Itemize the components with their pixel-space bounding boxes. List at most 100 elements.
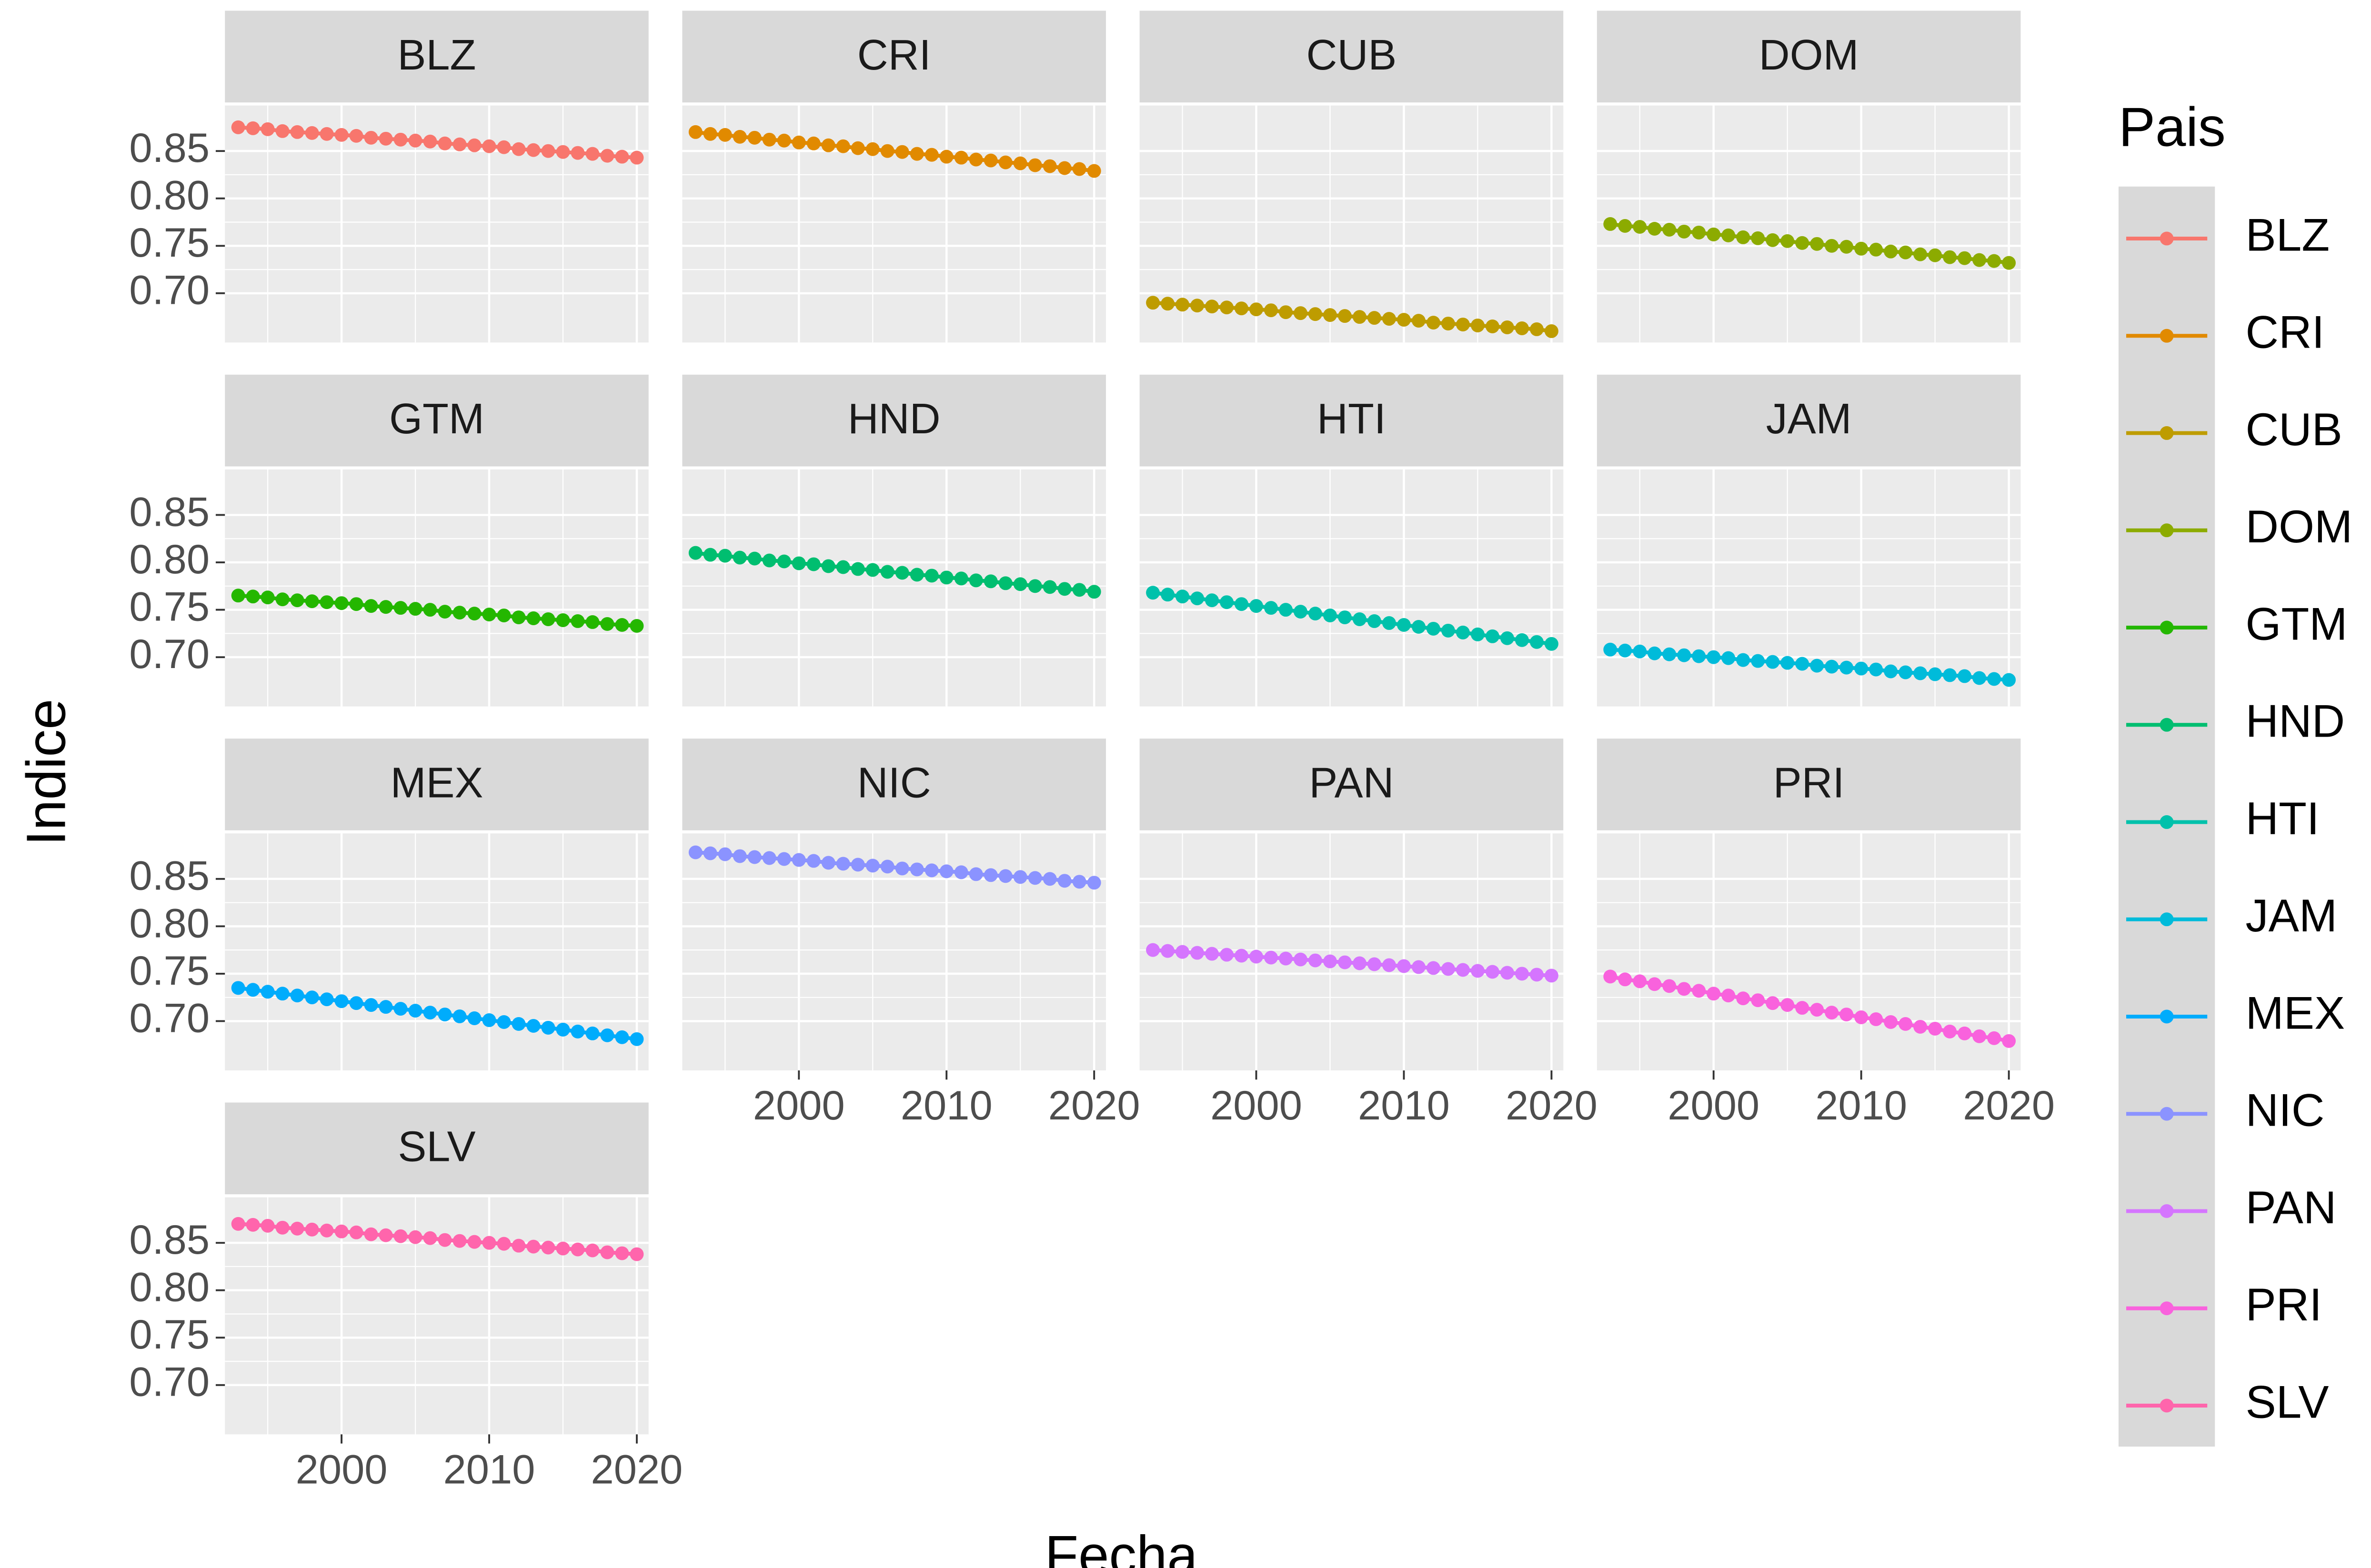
data-point (1529, 968, 1544, 982)
data-point (1043, 159, 1057, 173)
legend-label: GTM (2246, 599, 2348, 649)
x-axis-title: Fecha (1045, 1525, 1198, 1568)
data-point (1441, 962, 1455, 976)
data-point (1958, 669, 1972, 683)
panel-background (225, 1197, 649, 1435)
data-point (452, 1009, 467, 1023)
data-point (1013, 870, 1027, 884)
data-point (467, 1235, 482, 1249)
data-point (571, 146, 585, 160)
y-tick-label: 0.80 (129, 173, 210, 219)
data-point (969, 867, 983, 881)
data-point (1869, 662, 1883, 677)
data-point (910, 862, 924, 877)
series-line (695, 850, 1095, 885)
data-point (1529, 635, 1544, 649)
data-point (1500, 966, 1514, 980)
y-tick-label: 0.70 (129, 268, 210, 313)
data-point (895, 861, 909, 876)
data-point (1294, 306, 1307, 320)
data-point (895, 145, 909, 159)
data-point (1264, 303, 1278, 318)
data-point (1603, 642, 1618, 657)
data-point (1928, 667, 1942, 681)
y-tick-label: 0.70 (129, 1359, 210, 1405)
data-point (261, 985, 275, 999)
facet-label: NIC (857, 759, 931, 807)
data-point (231, 1217, 245, 1231)
data-point (1839, 660, 1854, 675)
data-point (1943, 250, 1957, 264)
data-point (1500, 320, 1514, 334)
data-point (1721, 228, 1736, 242)
strip-background (1597, 374, 2021, 467)
data-point (1662, 647, 1677, 661)
data-point (1308, 607, 1322, 621)
data-point (865, 859, 880, 873)
panel-background (1597, 469, 2021, 707)
data-point (541, 1240, 555, 1255)
x-tick-label: 2010 (1815, 1083, 1907, 1129)
data-point (231, 981, 245, 995)
legend-label: NIC (2246, 1085, 2325, 1136)
legend-title: Pais (2119, 97, 2226, 158)
data-point (1161, 944, 1175, 958)
data-point (1648, 646, 1662, 660)
panel-background (225, 469, 649, 707)
data-point (541, 612, 555, 626)
data-point (924, 148, 939, 162)
data-point (984, 153, 998, 168)
data-point (1692, 649, 1706, 663)
data-point (526, 1239, 541, 1254)
data-point (1825, 659, 1839, 674)
strip-background (225, 739, 649, 830)
strip-background (225, 374, 649, 467)
data-point (630, 619, 644, 633)
data-point (600, 1245, 614, 1259)
data-point (1043, 872, 1057, 886)
panel-background (225, 105, 649, 343)
legend-label: HTI (2246, 793, 2320, 844)
data-point (556, 613, 570, 627)
data-point (1220, 300, 1234, 315)
data-point (497, 1237, 511, 1251)
data-point (733, 550, 747, 565)
data-point (1766, 655, 1780, 669)
legend-label: PAN (2246, 1182, 2337, 1233)
data-point (1470, 964, 1485, 978)
data-point (924, 863, 939, 878)
series-line (1610, 974, 2009, 1043)
data-point (275, 1220, 290, 1235)
data-point (290, 593, 304, 608)
data-point (895, 566, 909, 580)
data-point (1692, 225, 1706, 240)
data-point (733, 130, 747, 144)
data-point (482, 608, 496, 621)
strip-background (1139, 10, 1564, 103)
x-tick-label: 2020 (591, 1447, 683, 1493)
data-point (320, 1223, 334, 1238)
data-point (379, 131, 393, 146)
strip-background (1139, 739, 1564, 830)
data-point (1146, 296, 1160, 310)
facet-label: HTI (1317, 395, 1386, 443)
data-point (1899, 1017, 1913, 1031)
y-tick-label: 0.80 (129, 900, 210, 946)
data-point (1721, 989, 1736, 1003)
data-point (733, 849, 747, 863)
series-line (1153, 948, 1552, 978)
data-point (290, 989, 304, 1003)
data-point (865, 563, 880, 577)
x-tick-label: 2020 (1048, 1083, 1140, 1129)
data-point (467, 138, 482, 152)
data-point (556, 1241, 570, 1256)
data-point (1028, 871, 1042, 885)
data-point (1382, 958, 1396, 972)
data-point (1264, 601, 1278, 615)
data-point (984, 868, 998, 882)
data-point (379, 1228, 393, 1242)
data-point (290, 125, 304, 139)
data-point (703, 846, 717, 860)
data-point (1412, 960, 1426, 974)
data-point (600, 1028, 614, 1042)
